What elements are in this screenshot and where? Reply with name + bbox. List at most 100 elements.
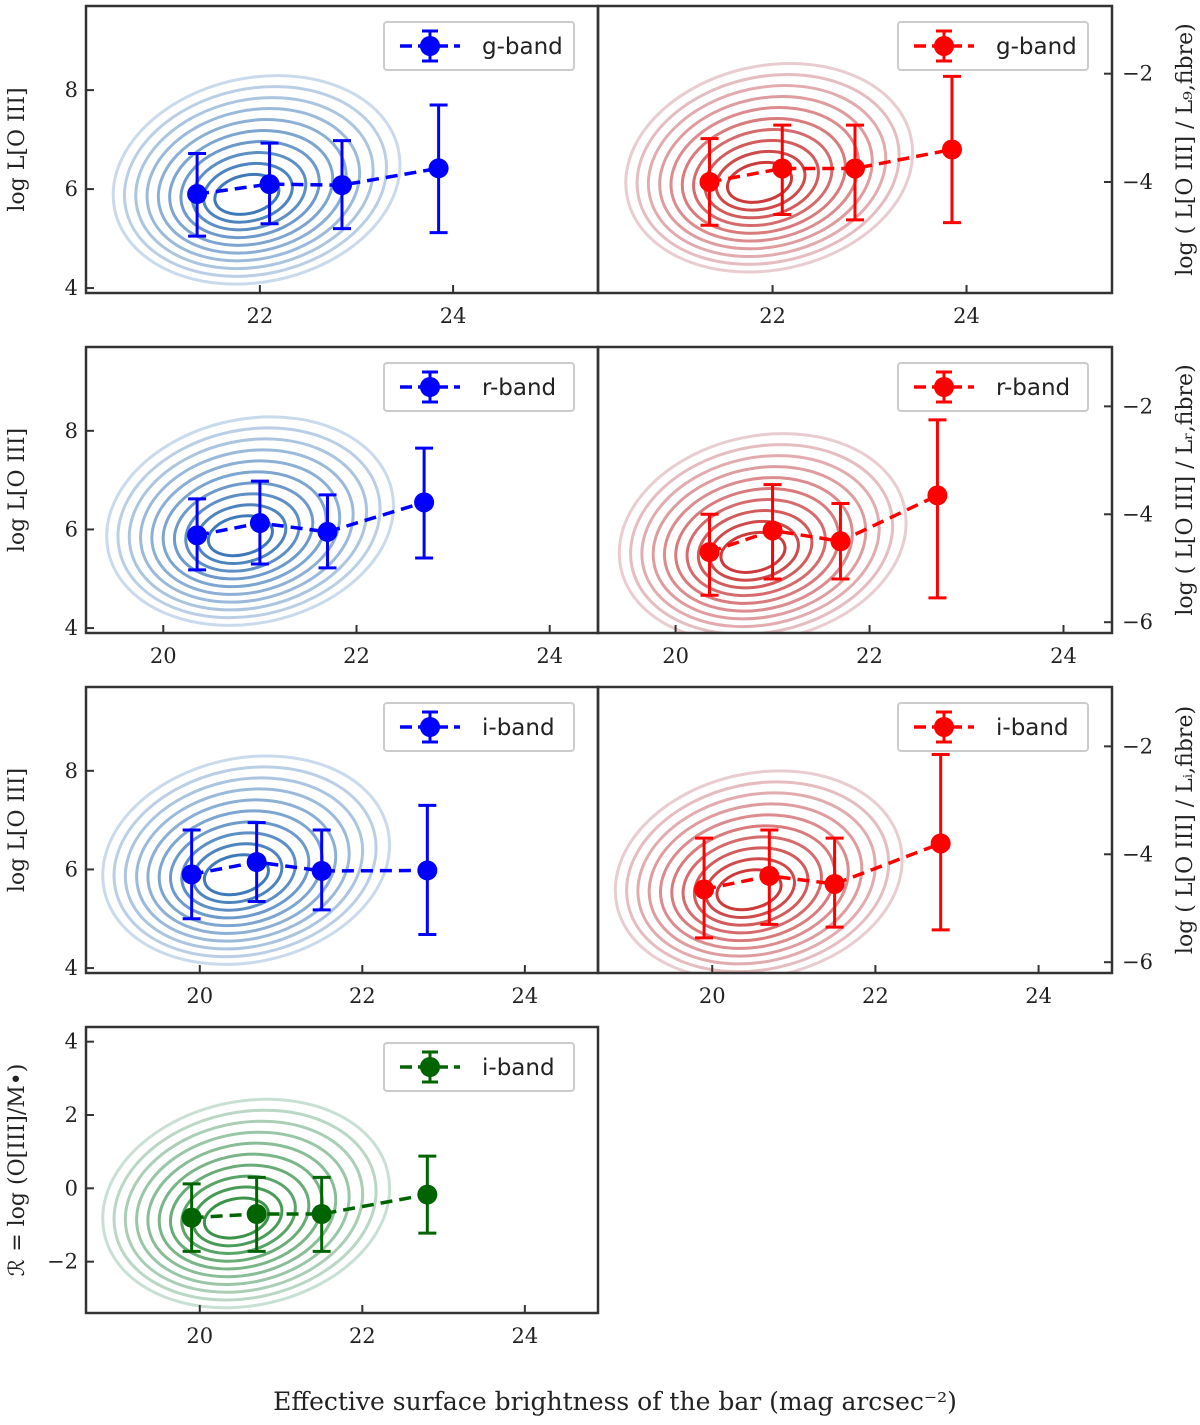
density-contours bbox=[101, 1097, 392, 1310]
y-tick-label: 4 bbox=[65, 1030, 78, 1054]
contour-line bbox=[674, 487, 841, 605]
y-tick-label: 8 bbox=[65, 419, 78, 443]
legend: i-band bbox=[383, 1042, 575, 1092]
y-tick-label: −4 bbox=[1122, 170, 1153, 194]
panel-r-right: 20 22 24 −6 −4 −2 log ( L[O III] / Lᵣ,fibre) r-… bbox=[596, 345, 1198, 668]
y-tick-label: −6 bbox=[1122, 610, 1153, 634]
contour-line bbox=[179, 140, 321, 240]
data-point bbox=[414, 492, 435, 513]
legend-marker bbox=[934, 377, 954, 397]
contour-line bbox=[180, 1174, 297, 1255]
data-point bbox=[762, 520, 783, 541]
contour-line bbox=[139, 448, 355, 604]
panel-g-right: 22 24 −4 −2 log ( L[O III] / L₉,fibre) g-band bbox=[596, 4, 1198, 328]
x-tick-label: 20 bbox=[699, 984, 726, 1008]
legend-label: r-band bbox=[996, 375, 1070, 401]
data-point bbox=[772, 158, 793, 179]
legend-label: r-band bbox=[482, 375, 556, 401]
contour-line bbox=[168, 129, 335, 247]
contour-line bbox=[135, 787, 351, 943]
contour-line bbox=[680, 116, 847, 235]
x-tick-label: 24 bbox=[953, 304, 980, 328]
legend-marker bbox=[934, 36, 954, 56]
data-point bbox=[311, 860, 332, 881]
contour-line bbox=[206, 514, 274, 558]
contour-line bbox=[658, 95, 874, 251]
contour-line bbox=[202, 1196, 270, 1240]
y-tick-label: −6 bbox=[1122, 950, 1153, 974]
x-ticks: 20 22 24 bbox=[662, 625, 1077, 668]
contour-line bbox=[116, 426, 382, 620]
x-ticks: 22 24 bbox=[759, 285, 980, 328]
density-contours bbox=[617, 432, 908, 633]
contour-line bbox=[169, 820, 311, 920]
y-tick-label: 6 bbox=[65, 857, 78, 881]
y-ticks: 4 6 8 bbox=[65, 419, 94, 640]
y-tick-label: 6 bbox=[65, 517, 78, 541]
contour-line bbox=[123, 776, 365, 951]
contour-line bbox=[190, 151, 308, 232]
x-tick-label: 20 bbox=[186, 984, 213, 1008]
legend: r-band bbox=[383, 362, 575, 412]
contour-line bbox=[146, 798, 338, 935]
y-ticks: −2 0 2 4 bbox=[47, 1030, 94, 1274]
data-point bbox=[246, 852, 267, 873]
data-point bbox=[927, 485, 948, 506]
x-tick-label: 24 bbox=[536, 644, 563, 668]
data-point bbox=[311, 1204, 332, 1224]
data-point bbox=[824, 873, 845, 894]
contour-line bbox=[101, 1097, 392, 1310]
x-tick-label: 20 bbox=[186, 1324, 213, 1348]
x-ticks: 22 24 bbox=[247, 285, 466, 328]
series-line bbox=[703, 841, 942, 892]
contour-line bbox=[635, 73, 901, 266]
contour-line bbox=[101, 754, 392, 966]
contour-line bbox=[647, 802, 864, 958]
contour-line bbox=[629, 443, 895, 633]
contour-line bbox=[172, 481, 315, 581]
contour-line bbox=[150, 459, 342, 596]
data-point bbox=[187, 525, 208, 546]
y-ticks: −4 −2 bbox=[1104, 62, 1153, 194]
contour-line bbox=[692, 846, 810, 927]
data-point bbox=[187, 184, 208, 205]
density-contours bbox=[101, 754, 392, 966]
contour-line bbox=[636, 791, 877, 966]
y-tick-label: −2 bbox=[1122, 734, 1153, 758]
legend-marker bbox=[420, 377, 440, 397]
contour-line bbox=[112, 1108, 378, 1302]
y-axis-label: log L[O III] bbox=[5, 87, 30, 211]
data-point bbox=[181, 1207, 202, 1228]
density-contours bbox=[613, 769, 904, 973]
contour-line bbox=[715, 868, 783, 912]
x-tick-label: 22 bbox=[349, 984, 376, 1008]
contour-line bbox=[719, 530, 787, 574]
x-tick-label: 24 bbox=[511, 1324, 538, 1348]
panel-g-left: 22 24 4 6 8 log L[O III] g-band bbox=[5, 4, 600, 328]
contour-line bbox=[625, 780, 891, 973]
legend-label: g-band bbox=[482, 34, 563, 60]
x-tick-label: 22 bbox=[349, 1324, 376, 1348]
contour-line bbox=[651, 465, 868, 621]
series-line bbox=[196, 166, 439, 196]
series-line bbox=[709, 147, 953, 184]
data-point bbox=[259, 174, 280, 195]
y-tick-label: −2 bbox=[1122, 62, 1153, 86]
contour-line bbox=[112, 765, 378, 959]
data-point bbox=[699, 542, 720, 563]
contour-line bbox=[156, 118, 348, 255]
y-tick-label: −4 bbox=[1122, 502, 1153, 526]
y-axis-label: log L[O III] bbox=[5, 428, 30, 552]
x-tick-label: 22 bbox=[759, 304, 786, 328]
x-ticks: 20 22 24 bbox=[186, 1305, 538, 1348]
y-axis-label: ℛ = log (O[III]/M•) bbox=[5, 1064, 30, 1277]
y-ticks: −6 −4 −2 bbox=[1104, 734, 1153, 974]
x-tick-label: 22 bbox=[856, 644, 883, 668]
contour-line bbox=[123, 1119, 365, 1294]
y-ticks: 4 6 8 bbox=[65, 759, 94, 980]
x-ticks: 20 22 24 bbox=[150, 625, 563, 668]
contour-line bbox=[161, 470, 328, 589]
contour-line bbox=[202, 853, 270, 897]
